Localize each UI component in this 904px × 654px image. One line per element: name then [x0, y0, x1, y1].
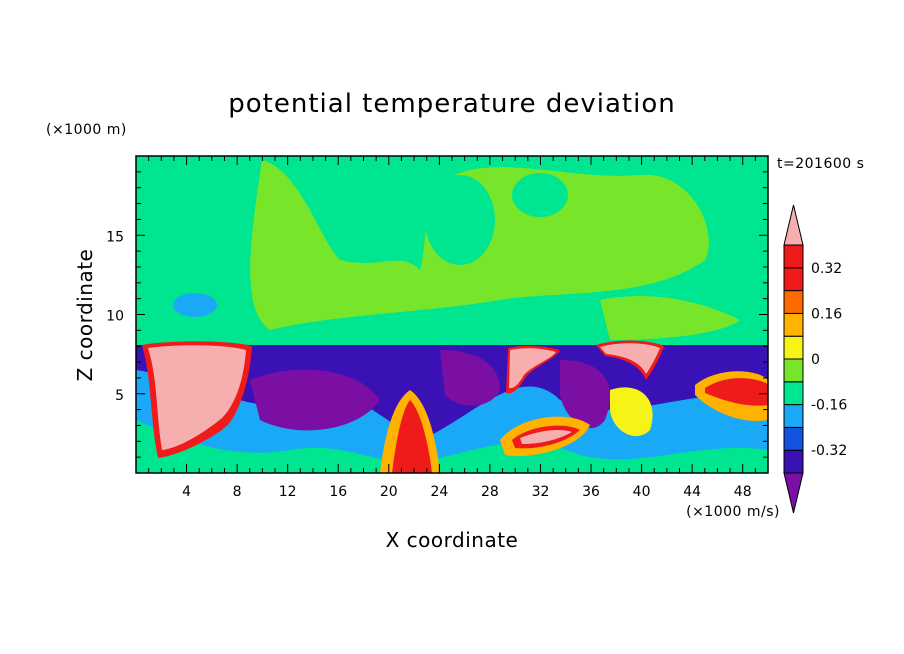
- upper-field-lime-3: [600, 296, 740, 340]
- x-tick-label: 16: [329, 484, 347, 500]
- colorbar-label: 0.32: [811, 261, 842, 277]
- x-tick-label: 8: [233, 484, 242, 500]
- x-axis: 4 8 12 16 20 24 28 32 36 40 44 48: [148, 156, 756, 500]
- colorbar-label: 0.16: [811, 306, 842, 322]
- x-tick-label: 36: [582, 484, 600, 500]
- x-tick-label: 12: [279, 484, 297, 500]
- x-tick-label: 44: [683, 484, 701, 500]
- lower-cyan: [136, 370, 768, 473]
- lower-pink-swirl: [520, 430, 572, 444]
- lower-yellow: [610, 387, 653, 437]
- x-axis-label: X coordinate: [386, 528, 519, 552]
- colorbar-box: [783, 358, 804, 383]
- colorbar-box: [783, 335, 804, 360]
- upper-field-green-pocket: [425, 175, 495, 265]
- colorbar-box: [783, 290, 804, 314]
- lower-green: [136, 420, 768, 473]
- colorbar-box: [783, 426, 804, 451]
- lower-red-plume: [392, 400, 432, 473]
- y-axis: 5 10 15: [106, 171, 768, 458]
- lower-purple-swirl-2: [440, 350, 500, 406]
- time-label: t=201600 s: [777, 156, 864, 172]
- y-unit-label: (×1000 m): [46, 122, 127, 138]
- lower-purple-swirl-3: [560, 360, 610, 429]
- warm-plume-center: [509, 348, 556, 389]
- colorbar-box: [783, 312, 804, 337]
- warm-plume-left: [148, 345, 246, 450]
- x-tick-label: 48: [734, 484, 752, 500]
- warm-plume-right: [600, 343, 660, 374]
- lower-red-blob: [705, 378, 768, 406]
- y-tick-label: 15: [106, 229, 124, 245]
- x-tick-label: 40: [633, 484, 651, 500]
- colorbar-label: -0.32: [811, 443, 847, 459]
- upper-field-cyan: [173, 293, 217, 317]
- colorbar-label: 0: [811, 352, 820, 368]
- colorbar-box: [783, 404, 804, 428]
- colorbar-box: [783, 244, 804, 269]
- y-tick-label: 10: [106, 309, 124, 325]
- upper-field-green-pocket-2: [512, 173, 568, 217]
- colorbar-label: -0.16: [811, 398, 847, 414]
- chart-title: potential temperature deviation: [228, 89, 675, 119]
- colorbar-extension-high: [783, 204, 804, 246]
- colorbar-extension-low: [783, 472, 804, 514]
- x-tick-label: 20: [380, 484, 398, 500]
- y-axis-label: Z coordinate: [73, 249, 97, 382]
- x-tick-label: 24: [430, 484, 448, 500]
- colorbar-box: [783, 381, 804, 406]
- colorbar-box: [783, 267, 804, 292]
- colorbar: 0.32 0.16 0 -0.16 -0.32: [783, 204, 847, 514]
- x-unit-label: (×1000 m/s): [686, 504, 780, 520]
- lower-purple-swirl: [250, 369, 380, 431]
- x-tick-label: 28: [481, 484, 499, 500]
- x-tick-label: 32: [532, 484, 550, 500]
- contour-field: [136, 156, 768, 473]
- x-tick-label: 4: [182, 484, 191, 500]
- y-tick-label: 5: [115, 388, 124, 404]
- colorbar-box: [783, 449, 804, 474]
